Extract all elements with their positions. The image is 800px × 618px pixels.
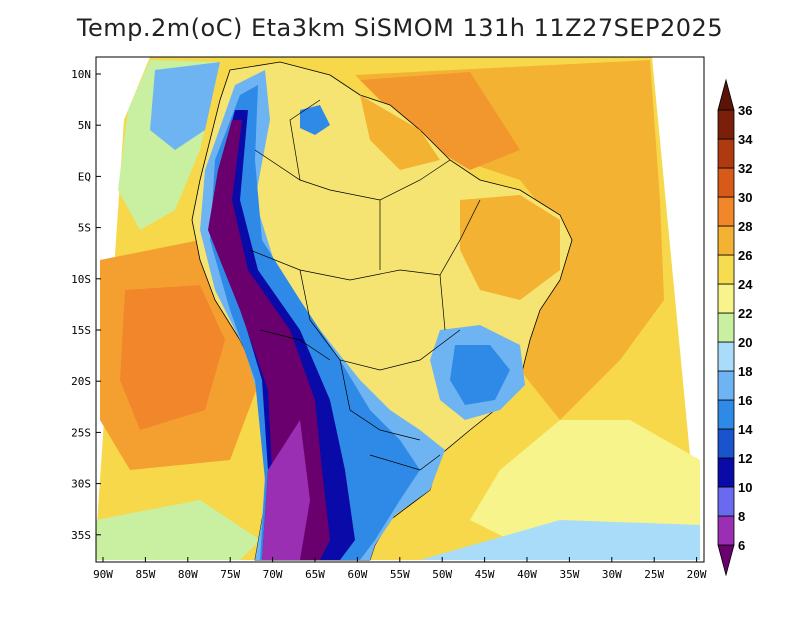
atlantic-cool bbox=[470, 420, 700, 545]
lon-tick-label: 80W bbox=[178, 568, 198, 581]
lat-tick-label: 5S bbox=[78, 222, 91, 235]
southern-cool bbox=[96, 500, 260, 560]
lon-tick-label: 25W bbox=[644, 568, 664, 581]
lon-tick-label: 30W bbox=[602, 568, 622, 581]
colorbar-segment bbox=[717, 486, 735, 517]
lat-tick-label: 15S bbox=[71, 324, 91, 337]
pacific-cooler bbox=[150, 62, 220, 150]
colorbar-label: 28 bbox=[738, 219, 752, 234]
colorbar-label: 24 bbox=[738, 277, 753, 292]
colorbar-label: 14 bbox=[738, 422, 753, 437]
colorbar-label: 30 bbox=[738, 190, 752, 205]
land-cool-2 bbox=[210, 85, 420, 560]
colorbar-segment bbox=[717, 283, 735, 314]
colorbar-label: 18 bbox=[738, 364, 752, 379]
colorbar-segment bbox=[717, 399, 735, 430]
lat-tick-label: 20S bbox=[71, 375, 91, 388]
colorbar-label: 8 bbox=[738, 509, 745, 524]
colorbar-label: 32 bbox=[738, 161, 752, 176]
colorbar-label: 20 bbox=[738, 335, 752, 350]
political-borders bbox=[249, 99, 481, 471]
lat-tick-label: 25S bbox=[71, 426, 91, 439]
lon-tick-label: 50W bbox=[432, 568, 452, 581]
colorbar-label: 16 bbox=[738, 393, 752, 408]
colorbar-segment bbox=[717, 254, 735, 285]
map-field bbox=[96, 57, 700, 561]
land-north-warm bbox=[360, 95, 440, 170]
colorbar-segment bbox=[717, 138, 735, 169]
lon-tick-label: 90W bbox=[93, 568, 113, 581]
colorbar-segment bbox=[717, 225, 735, 256]
lon-tick-label: 55W bbox=[390, 568, 410, 581]
lon-tick-label: 65W bbox=[305, 568, 325, 581]
lon-tick-label: 75W bbox=[220, 568, 240, 581]
land-se-cold bbox=[450, 345, 510, 405]
land-ne-warm bbox=[460, 195, 560, 300]
colorbar-label: 34 bbox=[738, 132, 753, 147]
colorbar-segment bbox=[717, 167, 735, 198]
colorbar-label: 22 bbox=[738, 306, 752, 321]
lon-tick-label: 45W bbox=[475, 568, 495, 581]
map-title: Temp.2m(oC) Eta3km SiSMOM 131h 11Z27SEP2… bbox=[76, 14, 724, 42]
colorbar-segment bbox=[717, 428, 735, 459]
lon-tick-label: 70W bbox=[263, 568, 283, 581]
colorbar-segment bbox=[717, 312, 735, 343]
lat-tick-label: EQ bbox=[78, 170, 91, 183]
south-atlantic-cool bbox=[420, 520, 700, 560]
colorbar-segment bbox=[717, 341, 735, 372]
colorbar-label: 10 bbox=[738, 480, 752, 495]
atlantic-warm bbox=[355, 60, 664, 420]
lat-tick-label: 35S bbox=[71, 529, 91, 542]
lat-tick-label: 10S bbox=[71, 273, 91, 286]
latitude-ticks: 10N 5N EQ 5S 10S 15S 20S 25S 30S 35S bbox=[71, 68, 101, 542]
longitude-ticks: 90W 85W 80W 75W 70W 65W 60W 55W 50W 45W 40W 35W 30W 2… bbox=[93, 557, 707, 581]
lon-tick-label: 60W bbox=[347, 568, 367, 581]
pacific-hot bbox=[120, 285, 225, 430]
colorbar-label: 36 bbox=[738, 103, 752, 118]
colorbar-segment bbox=[717, 515, 735, 546]
colorbar-label: 12 bbox=[738, 451, 752, 466]
lat-tick-label: 10N bbox=[71, 68, 91, 81]
lon-tick-label: 20W bbox=[687, 568, 707, 581]
atlantic-hot bbox=[360, 72, 520, 170]
colorbar-low-arrow bbox=[717, 544, 735, 577]
colorbar: 6 8 10 12 14 16 18 20 22 24 26 28 30 32 34 36 bbox=[717, 78, 753, 577]
colorbar-label: 6 bbox=[738, 538, 745, 553]
land-north-cool bbox=[300, 105, 330, 135]
lon-tick-label: 35W bbox=[559, 568, 579, 581]
colorbar-high-arrow bbox=[717, 78, 735, 111]
land-purple bbox=[262, 420, 310, 560]
lon-tick-label: 85W bbox=[135, 568, 155, 581]
colorbar-segment bbox=[717, 109, 735, 140]
colorbar-segment bbox=[717, 370, 735, 401]
lon-tick-label: 40W bbox=[517, 568, 537, 581]
lat-tick-label: 30S bbox=[71, 478, 91, 491]
colorbar-label: 26 bbox=[738, 248, 752, 263]
colorbar-segment bbox=[717, 457, 735, 488]
colorbar-segment bbox=[717, 196, 735, 227]
lat-tick-label: 5N bbox=[78, 119, 91, 132]
